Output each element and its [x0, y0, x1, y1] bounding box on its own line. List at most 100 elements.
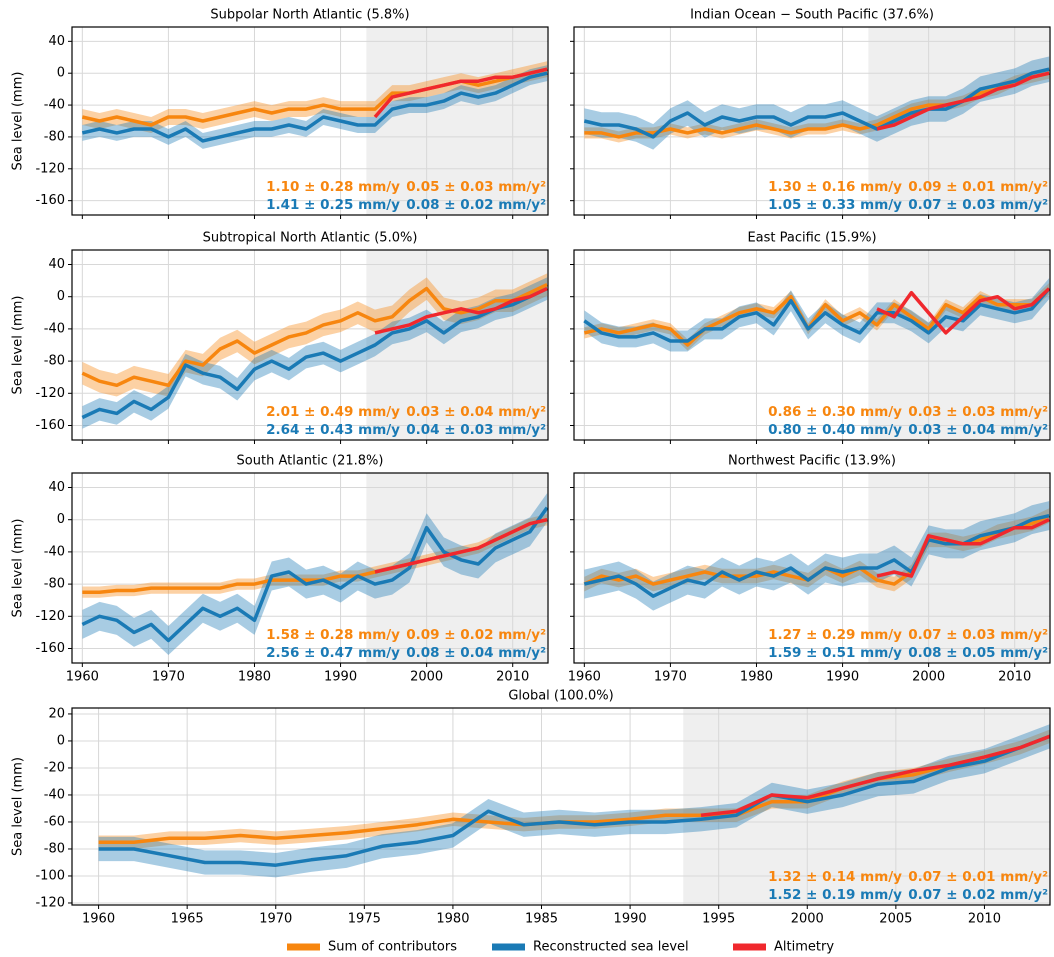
y-tick-label: 0: [57, 512, 65, 527]
plot-frame: [71, 26, 549, 216]
y-tick-label: 40: [48, 257, 65, 272]
x-tick-label: 1990: [826, 670, 859, 685]
y-tick-label: -40: [44, 787, 65, 802]
series-line: [374, 517, 548, 574]
y-tick-label: -20: [44, 760, 65, 775]
x-tick-label: 1970: [259, 912, 292, 927]
y-tick-label: 0: [57, 289, 65, 304]
series-line: [98, 734, 1050, 867]
plot: [72, 27, 548, 215]
y-tick-label: -60: [44, 814, 65, 829]
trend-annotation: 2.56 ± 0.47 mm/y: [266, 645, 400, 661]
trend-annotation: 0.09 ± 0.01 mm/y²: [908, 179, 1048, 195]
shaded-span: [366, 27, 548, 215]
x-tick-label: 2010: [998, 670, 1031, 685]
series-line: [583, 287, 1050, 347]
y-axis-label: Sea level (mm): [11, 72, 26, 171]
x-tick-label: 1980: [740, 670, 773, 685]
trend-annotation: 1.05 ± 0.33 mm/y: [768, 197, 902, 213]
y-tick-label: -160: [35, 641, 65, 656]
trend-annotation: 0.80 ± 0.40 mm/y: [768, 422, 902, 438]
y-tick-label: 0: [57, 733, 65, 748]
y-tick-label: -80: [44, 129, 65, 144]
y-tick-label: 20: [48, 706, 65, 721]
trend-annotation: 0.05 ± 0.03 mm/y²: [406, 179, 546, 195]
y-tick-label: -40: [44, 321, 65, 336]
y-tick-label: -120: [35, 609, 65, 624]
series-line: [583, 67, 1050, 139]
y-axis-label: Sea level (mm): [11, 519, 26, 618]
y-tick-label: 40: [48, 34, 65, 49]
trend-annotation: 1.41 ± 0.25 mm/y: [266, 197, 400, 213]
plot: [574, 473, 1050, 663]
trend-annotation: 0.07 ± 0.03 mm/y²: [908, 197, 1048, 213]
trend-annotation: 0.07 ± 0.01 mm/y²: [908, 869, 1048, 885]
series-line: [81, 287, 548, 420]
series-line: [700, 734, 1050, 817]
x-tick-label: 1980: [238, 670, 271, 685]
x-tick-label: 2010: [968, 912, 1001, 927]
x-tick-label: 1960: [568, 670, 601, 685]
trend-annotation: 0.03 ± 0.04 mm/y²: [406, 404, 546, 420]
series-line: [373, 67, 548, 119]
panel-title: Global (100.0%): [508, 689, 613, 704]
shaded-span: [868, 473, 1050, 663]
y-tick-label: -40: [44, 544, 65, 559]
trend-annotation: 1.30 ± 0.16 mm/y: [768, 179, 902, 195]
y-tick-label: -100: [35, 868, 65, 883]
series-line: [583, 513, 1050, 598]
trend-annotation: 1.27 ± 0.29 mm/y: [768, 627, 902, 643]
panel-title: South Atlantic (21.8%): [237, 454, 384, 469]
x-tick-label: 1965: [171, 912, 204, 927]
x-tick-label: 1975: [348, 912, 381, 927]
panel-title: Northwest Pacific (13.9%): [728, 454, 896, 469]
trend-annotation: 0.08 ± 0.04 mm/y²: [406, 645, 546, 661]
y-tick-label: -120: [35, 386, 65, 401]
x-tick-label: 2000: [912, 670, 945, 685]
x-tick-label: 1970: [152, 670, 185, 685]
series-line: [876, 71, 1050, 131]
trend-annotation: 0.07 ± 0.03 mm/y²: [908, 627, 1048, 643]
trend-annotation: 1.59 ± 0.51 mm/y: [768, 645, 902, 661]
trend-annotation: 1.32 ± 0.14 mm/y: [768, 869, 902, 885]
trend-annotation: 0.07 ± 0.02 mm/y²: [908, 887, 1048, 903]
x-tick-label: 1985: [525, 912, 558, 927]
x-tick-label: 1980: [436, 912, 469, 927]
series-line: [583, 287, 1050, 343]
plot-frame: [573, 249, 1051, 441]
x-tick-label: 2010: [496, 670, 529, 685]
plot-frame: [71, 472, 549, 664]
legend-label: Sum of contributors: [328, 940, 457, 955]
trend-annotation: 0.03 ± 0.04 mm/y²: [908, 422, 1048, 438]
shaded-span: [868, 250, 1050, 440]
trend-annotation: 1.58 ± 0.28 mm/y: [266, 627, 400, 643]
series-line: [876, 518, 1050, 578]
y-tick-label: -160: [35, 418, 65, 433]
series-line: [81, 71, 548, 143]
shaded-span: [868, 27, 1050, 215]
panel-title: Subpolar North Atlantic (5.8%): [210, 8, 409, 23]
trend-annotation: 0.86 ± 0.30 mm/y: [768, 404, 902, 420]
trend-annotation: 0.04 ± 0.03 mm/y²: [406, 422, 546, 438]
trend-annotation: 0.08 ± 0.05 mm/y²: [908, 645, 1048, 661]
plot: [72, 250, 548, 440]
y-tick-label: -40: [44, 98, 65, 113]
y-tick-label: -80: [44, 841, 65, 856]
x-tick-label: 1960: [66, 670, 99, 685]
x-tick-label: 2005: [879, 912, 912, 927]
y-tick-label: -80: [44, 354, 65, 369]
trend-annotation: 2.01 ± 0.49 mm/y: [266, 404, 400, 420]
plot: [72, 473, 548, 663]
y-tick-label: 40: [48, 480, 65, 495]
shaded-span: [366, 250, 548, 440]
trend-annotation: 1.52 ± 0.19 mm/y: [768, 887, 902, 903]
panel-title: Indian Ocean − South Pacific (37.6%): [690, 8, 934, 23]
series-line: [374, 287, 548, 335]
plot-frame: [573, 472, 1051, 664]
x-tick-label: 2000: [791, 912, 824, 927]
x-tick-label: 1990: [614, 912, 647, 927]
uncertainty-band: [584, 508, 1050, 592]
y-tick-label: -80: [44, 577, 65, 592]
y-tick-label: 0: [57, 66, 65, 81]
y-axis-label: Sea level (mm): [11, 296, 26, 395]
